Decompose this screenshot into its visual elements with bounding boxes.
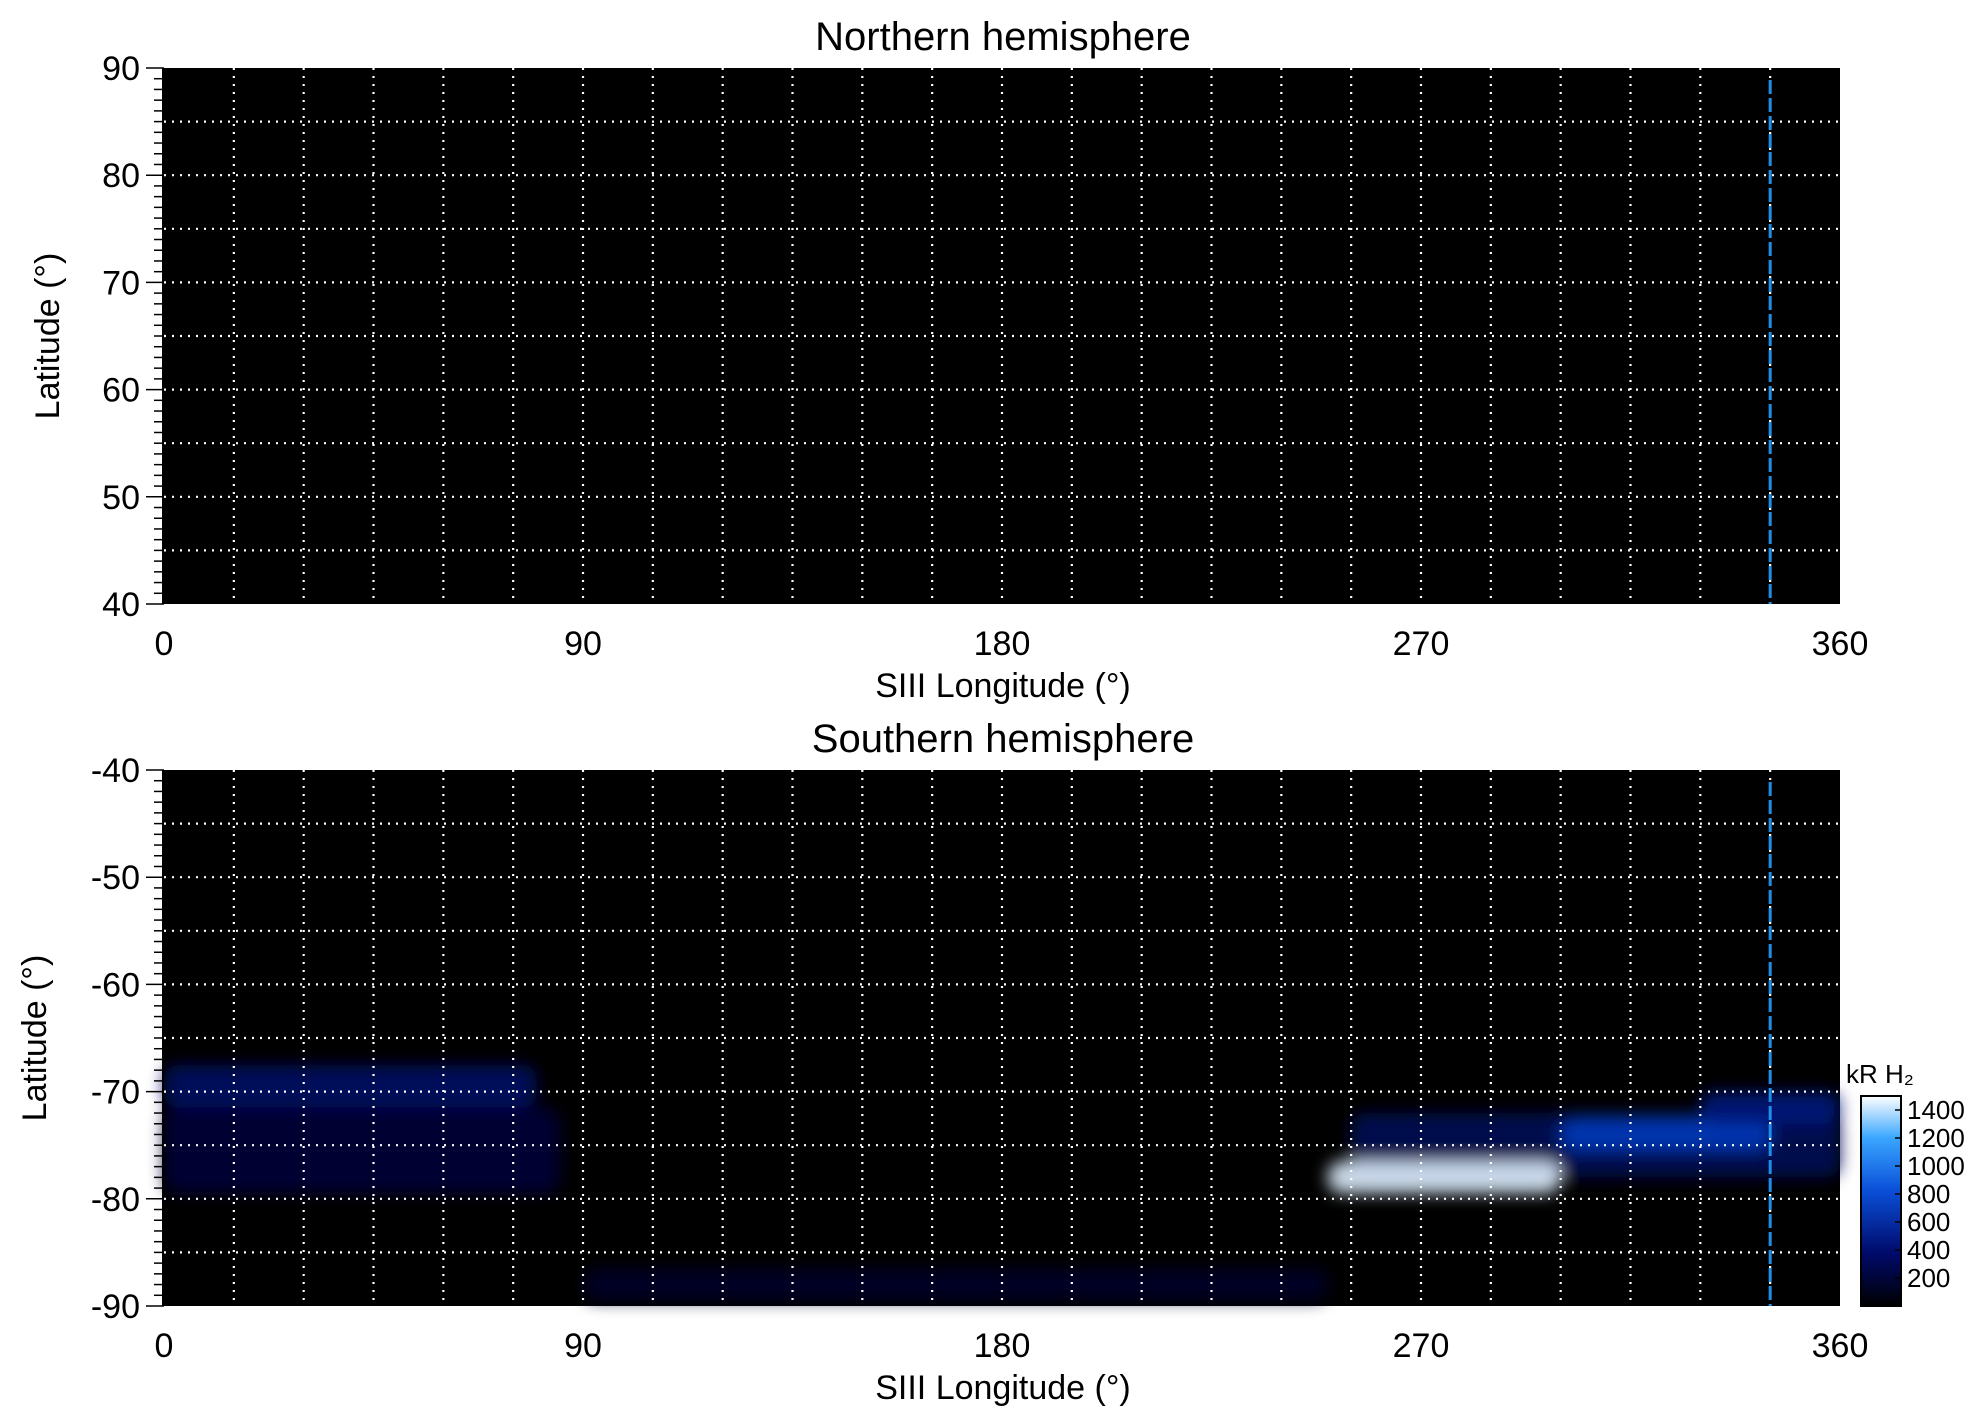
southern-emission-band	[1560, 1118, 1771, 1151]
southern-x-axis: 0 90 180 270 360	[155, 1327, 1869, 1365]
northern-x-axis-label: SIII Longitude (°)	[875, 667, 1131, 705]
southern-title: Southern hemisphere	[812, 717, 1194, 761]
northern-x-tick-label: 270	[1393, 625, 1450, 663]
colorbar-tick-label: 200	[1907, 1263, 1950, 1293]
southern-y-tick-label: -80	[91, 1181, 140, 1219]
southern-x-tick-label: 90	[564, 1327, 602, 1365]
northern-x-tick-label: 0	[155, 625, 174, 663]
southern-y-tick-label: -60	[91, 966, 140, 1004]
southern-emission-band	[1327, 1161, 1561, 1194]
southern-y-tick-label: -40	[91, 752, 140, 790]
northern-x-tick-label: 360	[1812, 625, 1869, 663]
northern-title: Northern hemisphere	[815, 15, 1191, 59]
northern-y-tick-label: 60	[102, 372, 140, 410]
southern-x-axis-label: SIII Longitude (°)	[875, 1369, 1131, 1407]
southern-y-tick-label: -90	[91, 1288, 140, 1326]
southern-x-tick-label: 180	[974, 1327, 1031, 1365]
northern-panel: Northern hemisphere 90 80 70 60 50 40 0 90 180 2…	[29, 15, 1868, 705]
colorbar-gradient	[1860, 1095, 1902, 1307]
southern-emission-band	[583, 1268, 1328, 1301]
southern-emission-layer	[164, 1064, 1840, 1301]
southern-grid	[164, 770, 1840, 1306]
southern-panel: Southern hemisphere -40 -50 -60 -70 -80 -90 0…	[16, 717, 1868, 1407]
northern-y-tick-label: 70	[102, 264, 140, 302]
colorbar-tick-label: 400	[1907, 1235, 1950, 1265]
colorbar-tick-label: 600	[1907, 1207, 1950, 1237]
southern-x-tick-label: 0	[155, 1327, 174, 1365]
southern-emission-band	[164, 1107, 560, 1194]
northern-y-tick-label: 50	[102, 479, 140, 517]
southern-y-axis-label: Latitude (°)	[16, 955, 54, 1122]
colorbar-tick-label: 1000	[1907, 1151, 1965, 1181]
southern-y-tick-label: -70	[91, 1074, 140, 1112]
colorbar-tick-label: 1400	[1907, 1095, 1965, 1125]
southern-x-tick-label: 360	[1812, 1327, 1869, 1365]
northern-x-axis: 0 90 180 270 360	[155, 625, 1869, 663]
colorbar-tick-label: 800	[1907, 1179, 1950, 1209]
southern-y-axis: -40 -50 -60 -70 -80 -90	[91, 752, 164, 1326]
colorbar-label: kR H₂	[1846, 1059, 1914, 1089]
southern-y-tick-label: -50	[91, 859, 140, 897]
northern-y-tick-label: 90	[102, 50, 140, 88]
northern-x-tick-label: 90	[564, 625, 602, 663]
colorbar-tick-label: 1200	[1907, 1123, 1965, 1153]
southern-emission-band	[164, 1064, 537, 1108]
northern-y-tick-label: 40	[102, 586, 140, 624]
northern-x-tick-label: 180	[974, 625, 1031, 663]
northern-y-axis: 90 80 70 60 50 40	[102, 50, 164, 624]
northern-grid	[164, 68, 1840, 604]
southern-x-tick-label: 270	[1393, 1327, 1450, 1365]
northern-y-tick-label: 80	[102, 157, 140, 195]
northern-y-axis-label: Latitude (°)	[29, 253, 67, 420]
